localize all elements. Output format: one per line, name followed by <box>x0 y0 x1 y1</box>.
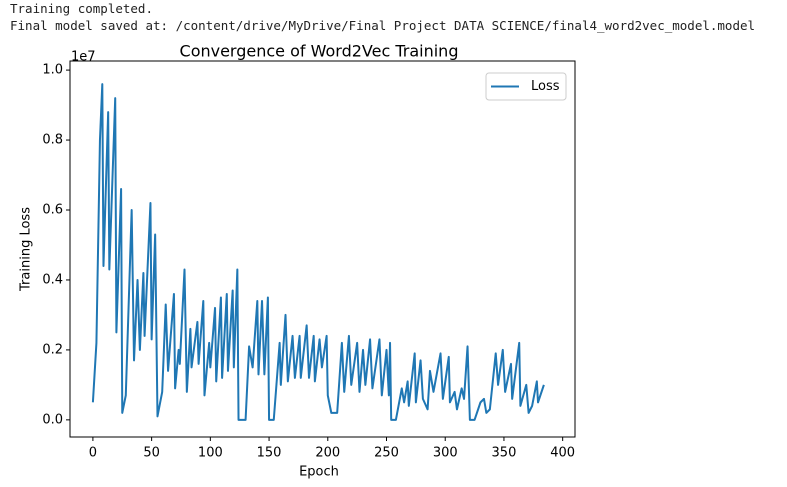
y-tick-label: 1.0 <box>42 63 63 78</box>
chart-title: Convergence of Word2Vec Training <box>180 42 459 61</box>
plot-frame <box>69 60 576 438</box>
y-tick-label: 0.8 <box>42 133 63 148</box>
console-line: Training completed. <box>10 1 153 16</box>
x-tick-label: 0 <box>89 446 97 461</box>
x-tick-label: 350 <box>492 446 517 461</box>
x-tick-label: 400 <box>550 446 575 461</box>
x-axis-label: Epoch <box>299 465 339 480</box>
legend-box <box>485 72 567 101</box>
y-tick-label: 0.4 <box>42 272 63 287</box>
x-tick-label: 300 <box>433 446 458 461</box>
series-line <box>91 83 545 421</box>
y-axis-label: Training Loss <box>19 207 34 292</box>
console-line: Final model saved at: /content/drive/MyD… <box>10 18 756 33</box>
x-tick-label: 250 <box>374 446 399 461</box>
legend-label: Loss <box>531 79 560 94</box>
x-tick-label: 200 <box>315 446 340 461</box>
x-tick-label: 150 <box>257 446 282 461</box>
y-tick-label: 0.6 <box>42 203 63 218</box>
y-offset-label: 1e7 <box>71 50 96 65</box>
x-tick-label: 100 <box>198 446 223 461</box>
x-tick-label: 50 <box>143 446 160 461</box>
y-tick-label: 0.2 <box>42 342 63 357</box>
y-tick-label: 0.0 <box>42 412 63 427</box>
